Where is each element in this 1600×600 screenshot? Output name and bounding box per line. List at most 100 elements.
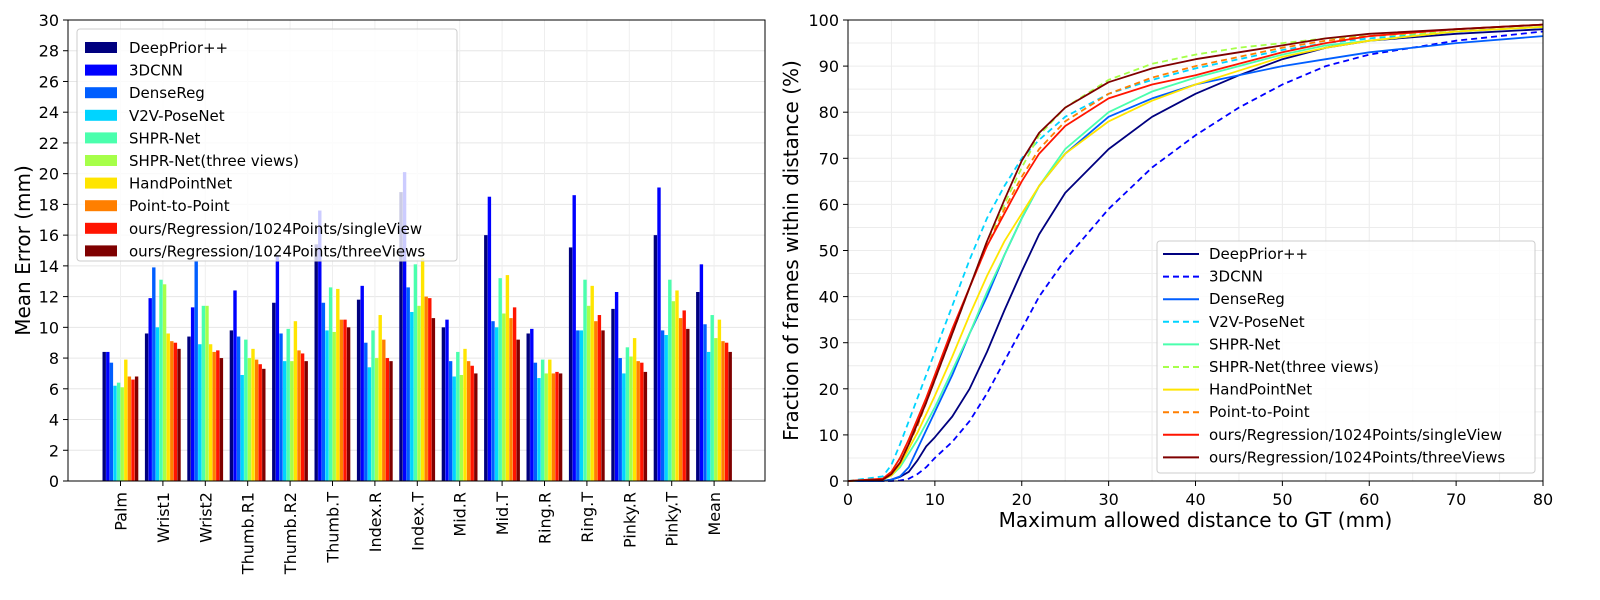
bar-shpr-net-wrist1 <box>159 279 163 481</box>
bar-chart-y-tick-label: 14 <box>39 257 59 276</box>
bar-chart-x-tick-label: Mid.T <box>493 492 512 535</box>
bar-3dcnn-index-t <box>402 172 407 481</box>
bar-chart-x-tick-label: Thumb.R1 <box>239 492 258 575</box>
bar-shpr-net-three-views-pinky-t <box>671 301 676 481</box>
bar-series-ours-regression-1024points-threeviews <box>134 318 732 481</box>
bar-3dcnn-pinky-t <box>657 187 661 481</box>
bar-shpr-net-three-views-ring-t <box>586 305 591 481</box>
bar-shpr-net-thumb-t <box>328 287 333 481</box>
bar-handpointnet-wrist2 <box>208 344 213 481</box>
bar-ours-regression-1024points-threeviews-pinky-t <box>686 328 690 481</box>
legend-swatch-ours-regression-1024points-singleview <box>85 222 117 234</box>
bar-chart-x-tick-label: Thumb.T <box>324 492 343 564</box>
bar-shpr-net-three-views-thumb-t <box>332 331 336 481</box>
bar-densereg-index-t <box>406 287 410 481</box>
line-series-v2v-posenet <box>847 26 1544 482</box>
bar-v2v-posenet-thumb-t <box>325 330 329 481</box>
line-chart-x-ticks: 0 10 20 30 40 50 60 70 80 <box>843 481 1553 509</box>
bar-ours-regression-1024points-singleview-thumb-r2 <box>300 353 305 481</box>
bar-shpr-net-thumb-r1 <box>244 339 248 481</box>
bar-chart-frame <box>67 19 766 482</box>
line-chart-x-axis-label: Maximum allowed distance to GT (mm) <box>999 508 1393 532</box>
line-chart-lines <box>847 23 1544 482</box>
bar-shpr-net-three-views-index-r <box>374 358 379 481</box>
bar-ours-regression-1024points-singleview-ring-t <box>597 315 602 481</box>
bar-handpointnet-ring-t <box>590 285 594 481</box>
bar-ours-regression-1024points-threeviews-mean <box>728 351 732 481</box>
bar-chart-x-tick-label: Ring.R <box>536 492 555 544</box>
bar-v2v-posenet-thumb-r1 <box>240 374 244 481</box>
bar-series-v2v-posenet <box>113 311 711 481</box>
bar-3dcnn-palm <box>106 351 110 481</box>
bar-shpr-net-wrist2 <box>201 305 206 481</box>
bar-3dcnn-ring-t <box>572 195 576 481</box>
bar-v2v-posenet-wrist1 <box>155 327 160 481</box>
bar-point-to-point-thumb-r2 <box>297 350 301 481</box>
bar-chart-y-tick-label: 20 <box>39 165 59 184</box>
line-chart-x-tick-label: 50 <box>1272 490 1292 509</box>
legend-swatch-shpr-net <box>85 132 117 144</box>
bar-ours-regression-1024points-singleview-wrist1 <box>173 342 178 481</box>
bar-series-point-to-point <box>127 296 725 481</box>
legend-swatch-shpr-net-three-views <box>85 155 117 166</box>
bar-ours-regression-1024points-singleview-wrist2 <box>216 350 220 481</box>
bar-ours-regression-1024points-singleview-ring-r <box>555 371 559 481</box>
bar-shpr-net-three-views-mid-t <box>502 313 506 481</box>
bar-3dcnn-thumb-t <box>318 210 322 481</box>
bar-chart-x-tick-label: Ring.T <box>578 492 597 543</box>
bar-deepprior-palm <box>102 351 106 481</box>
bar-ours-regression-1024points-threeviews-thumb-r2 <box>304 361 308 481</box>
bar-shpr-net-three-views-index-t <box>417 305 421 481</box>
bar-chart-x-tick-label: Wrist1 <box>154 492 173 543</box>
bar-shpr-net-three-views-mean <box>714 338 718 481</box>
bar-handpointnet-index-r <box>378 315 382 481</box>
bar-ours-regression-1024points-threeviews-thumb-r1 <box>262 368 266 481</box>
bar-series-ours-regression-1024points-singleview <box>131 298 729 481</box>
bar-chart-y-tick-label: 24 <box>39 103 59 122</box>
bar-point-to-point-mean <box>721 341 725 481</box>
line-chart-x-tick-label: 70 <box>1446 490 1466 509</box>
bar-handpointnet-wrist1 <box>166 333 170 481</box>
bar-ours-regression-1024points-threeviews-wrist2 <box>219 358 224 481</box>
bar-deepprior-mean <box>696 291 700 481</box>
bar-chart-x-tick-label: Wrist2 <box>196 492 215 543</box>
bar-v2v-posenet-ring-r <box>537 378 541 481</box>
bar-series-deepprior <box>102 192 700 481</box>
line-chart-y-tick-label: 10 <box>819 426 839 445</box>
legend-label-v2v-posenet: V2V-PoseNet <box>1209 313 1305 331</box>
bar-ours-regression-1024points-singleview-mid-r <box>470 365 474 481</box>
bar-3dcnn-thumb-r2 <box>275 255 280 481</box>
bar-chart-y-tick-label: 8 <box>49 349 59 368</box>
bar-v2v-posenet-index-t <box>410 311 414 481</box>
bar-shpr-net-three-views-pinky-r <box>629 356 633 481</box>
bar-3dcnn-mid-r <box>445 319 449 481</box>
legend-label-point-to-point: Point-to-Point <box>1209 403 1310 421</box>
bar-point-to-point-ring-r <box>551 373 556 481</box>
bar-point-to-point-index-t <box>424 296 428 481</box>
bar-shpr-net-ring-r <box>540 359 545 481</box>
bar-ours-regression-1024points-threeviews-thumb-t <box>346 327 351 481</box>
bar-chart-x-tick-label: Pinky.R <box>620 492 639 548</box>
bar-handpointnet-pinky-t <box>675 290 679 481</box>
legend-label-handpointnet: HandPointNet <box>129 175 232 193</box>
bar-point-to-point-pinky-t <box>678 318 683 481</box>
bar-point-to-point-wrist1 <box>170 341 174 481</box>
legend-label-ours-regression-1024points-singleview: ours/Regression/1024Points/singleView <box>129 220 422 238</box>
bar-handpointnet-thumb-t <box>336 288 340 481</box>
bar-chart-y-tick-label: 26 <box>39 72 59 91</box>
line-chart-x-tick-label: 40 <box>1185 490 1205 509</box>
bar-shpr-net-three-views-mid-r <box>459 374 464 481</box>
bar-handpointnet-mid-t <box>505 275 510 481</box>
line-chart-y-tick-label: 20 <box>819 380 839 399</box>
bar-chart-x-tick-label: Mid.R <box>451 492 470 537</box>
bar-deepprior-mid-t <box>484 235 488 481</box>
line-chart-x-tick-label: 60 <box>1359 490 1379 509</box>
line-series-point-to-point <box>847 23 1544 482</box>
bar-handpointnet-mid-r <box>463 348 467 481</box>
bar-deepprior-pinky-t <box>653 235 658 481</box>
bar-densereg-ring-r <box>533 362 538 481</box>
bar-ours-regression-1024points-threeviews-ring-t <box>601 330 605 481</box>
line-series-deepprior <box>848 28 1544 482</box>
